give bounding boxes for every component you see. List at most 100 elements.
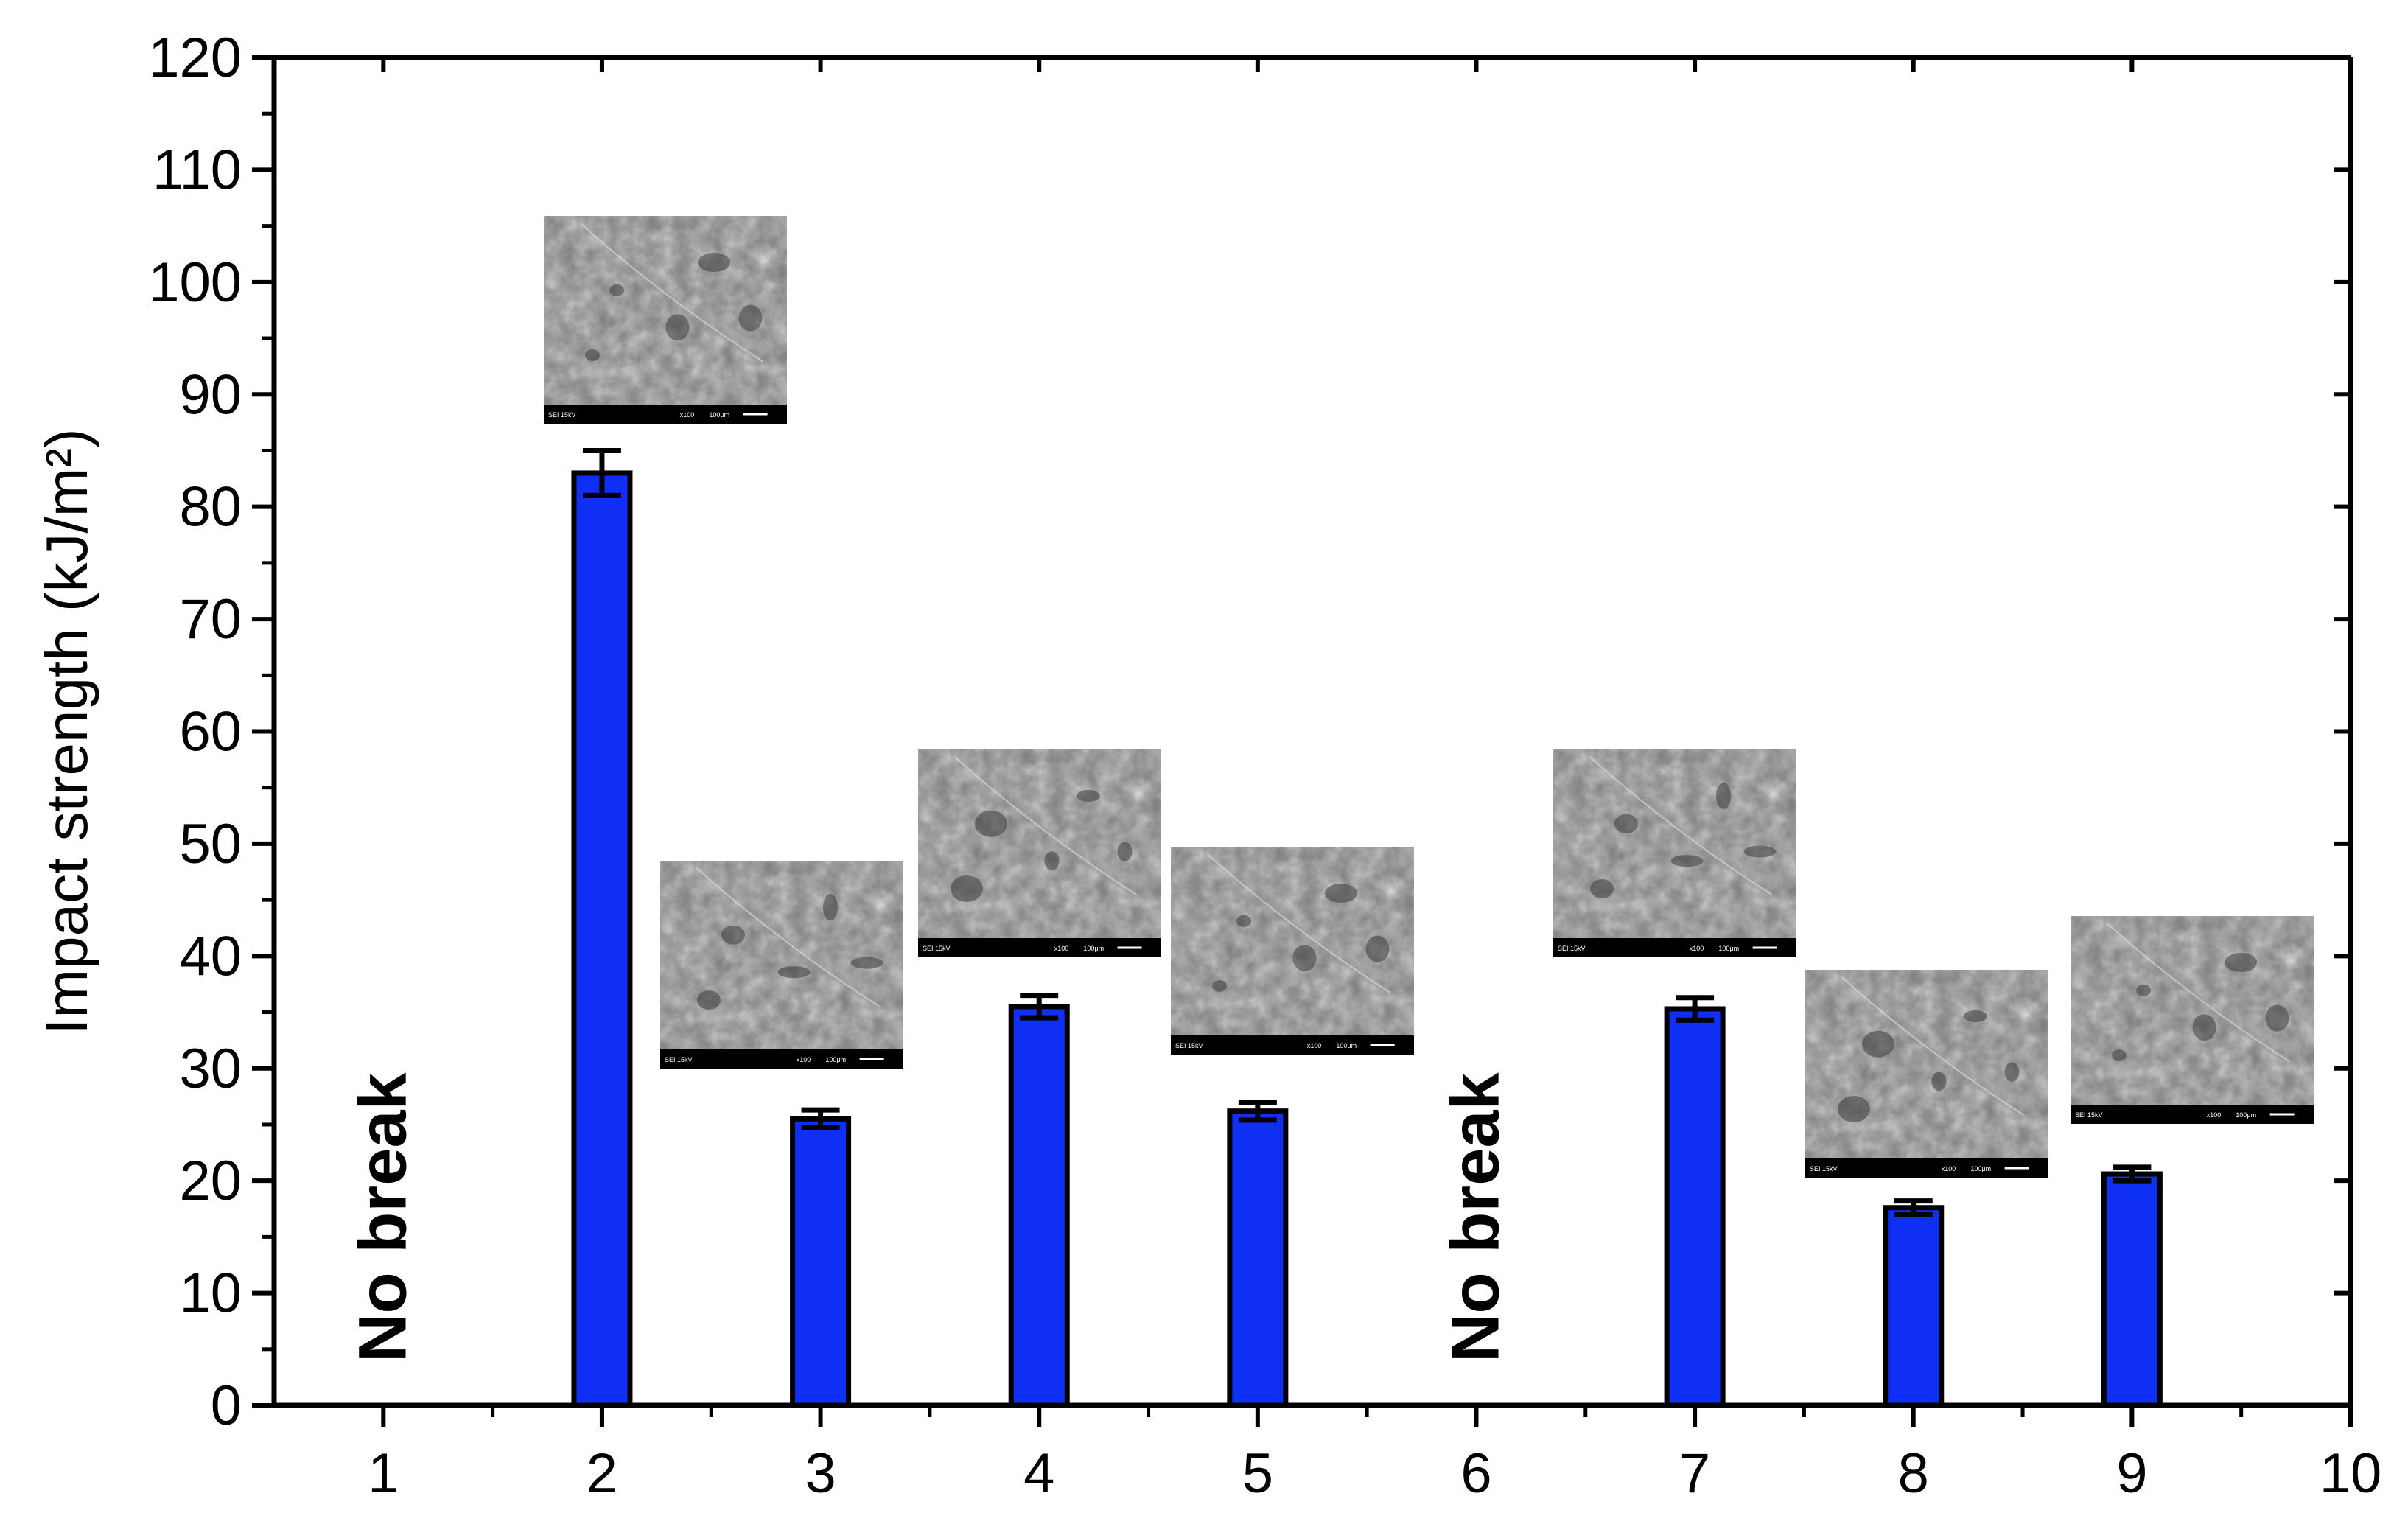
y-tick-label: 20 [179,1150,242,1212]
sem-crack-line [2106,923,2290,1063]
sem-pore [697,990,721,1010]
y-tick-label: 40 [179,925,242,988]
sem-image-texture [660,861,903,1049]
sem-pore [665,314,690,341]
sem-caption-right: 100μm [1083,945,1104,952]
sem-pore [850,957,883,969]
y-tick-label: 90 [179,363,242,426]
sem-micrograph-inset: SEI 15kV x100 100μm [918,749,1161,957]
y-tick-label: 60 [179,701,242,763]
sem-pore [823,894,838,920]
y-tick-label: 120 [148,27,242,89]
x-tick-label: 9 [2116,1442,2147,1505]
bar [1227,1108,1289,1408]
sem-pore [1236,915,1251,927]
sem-pore [585,349,600,361]
no-break-annotation: No break [1438,1072,1513,1363]
sem-pore [1716,783,1731,809]
sem-pore [1931,1072,1947,1091]
sem-pore [1743,845,1777,858]
sem-caption-left: SEI 15kV [1810,1165,1838,1172]
y-tick-label: 100 [148,251,242,314]
sem-image-texture [1553,749,1796,938]
sem-caption-left: SEI 15kV [2075,1111,2103,1119]
y-tick-label: 80 [179,476,242,539]
sem-pore [1044,851,1060,871]
sem-micrograph-inset: SEI 15kV x100 100μm [544,216,787,424]
y-tick-label: 0 [211,1374,242,1437]
sem-pore [721,925,745,945]
sem-pore [1670,855,1704,867]
sem-caption-right: 100μm [1718,945,1739,952]
sem-pore [698,253,730,272]
sem-caption-left: SEI 15kV [1558,945,1586,952]
sem-pore [1862,1030,1894,1058]
bar [2101,1171,2163,1408]
sem-pore [2192,1014,2216,1041]
bar [790,1116,852,1408]
sem-caption-mid: x100 [797,1056,811,1063]
sem-pore [1590,879,1614,898]
x-tick-label: 6 [1460,1442,1491,1505]
sem-crack-line [1206,853,1390,993]
y-tick-label: 50 [179,813,242,875]
sem-caption-right: 100μm [825,1056,846,1063]
sem-caption-right: 100μm [1970,1165,1991,1172]
sem-caption-left: SEI 15kV [548,411,576,419]
sem-caption-mid: x100 [680,411,695,419]
sem-caption-mid: x100 [1054,945,1069,952]
labels-layer: 0 10 20 30 40 50 60 70 80 90 100 110 120 1 2 3 4 5 6 7 8 9 10 I… [34,27,2381,1505]
sem-crack-line [1589,756,1773,896]
sem-pore [1964,1010,1987,1022]
sem-pore [975,810,1007,837]
sem-crack-line [953,756,1138,896]
x-tick-label: 4 [1023,1442,1054,1505]
sem-caption-left: SEI 15kV [665,1056,693,1063]
sem-pore [777,966,811,979]
sem-caption-mid: x100 [1942,1165,1956,1172]
sem-pore [2265,1004,2289,1032]
x-tick-label: 5 [1242,1442,1273,1505]
sem-caption-left: SEI 15kV [1175,1042,1203,1049]
x-tick-label: 8 [1898,1442,1929,1505]
x-tick-label: 2 [587,1442,617,1505]
bar [571,470,633,1408]
sem-pore [1325,884,1357,903]
y-axis-label: Impact strength (kJ/m²) [34,428,99,1034]
sem-pore [738,304,763,332]
sem-pore [1077,790,1100,802]
sem-pore [1212,980,1227,992]
sem-pore [2136,984,2151,996]
bar [1008,1004,1070,1408]
x-tick-label: 7 [1679,1442,1710,1505]
x-tick-label: 10 [2320,1442,2382,1505]
sem-pore [1614,814,1638,833]
sem-caption-mid: x100 [2207,1111,2222,1119]
sem-crack-line [1841,976,2025,1116]
sem-pore [2112,1049,2127,1061]
sem-caption-left: SEI 15kV [923,945,951,952]
sem-pore [2004,1062,2020,1082]
axes-layer [252,55,2353,1427]
sem-crack-line [696,867,880,1007]
sem-caption-right: 100μm [1336,1042,1357,1049]
y-tick-label: 110 [153,139,242,201]
bar [1883,1205,1945,1408]
y-tick-label: 70 [179,588,242,651]
x-tick-label: 1 [368,1442,399,1505]
sem-micrograph-inset: SEI 15kV x100 100μm [1171,847,1414,1055]
y-tick-label: 30 [179,1038,242,1100]
sem-pore [2225,953,2257,972]
sem-micrograph-inset: SEI 15kV x100 100μm [660,861,903,1069]
bar [1664,1006,1726,1408]
x-tick-label: 3 [805,1442,836,1505]
sem-pore [951,875,983,902]
sem-caption-mid: x100 [1307,1042,1322,1049]
y-tick-label: 10 [179,1262,242,1325]
sem-caption-right: 100μm [2236,1111,2256,1119]
sem-pore [1365,935,1390,962]
sem-micrograph-inset: SEI 15kV x100 100μm [1805,970,2048,1178]
sem-crack-line [579,223,763,363]
